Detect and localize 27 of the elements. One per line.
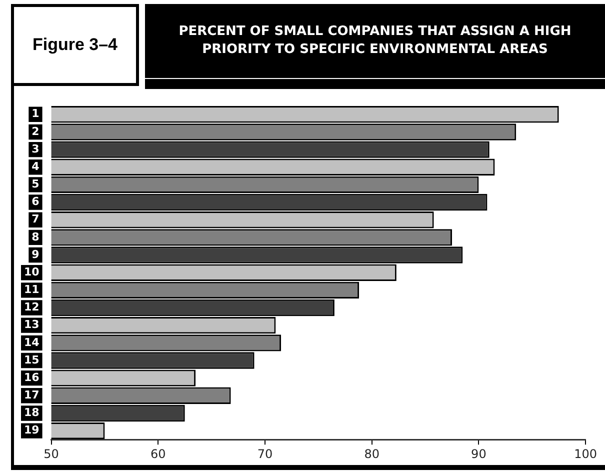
y-tick-label: 7 — [32, 212, 40, 226]
y-tick-label: 3 — [32, 142, 40, 156]
y-tick-label: 10 — [24, 265, 40, 278]
y-tick-label: 18 — [24, 406, 40, 420]
y-tick-label: 14 — [24, 336, 40, 349]
y-tick-label: 15 — [24, 353, 40, 366]
y-tick-label: 5 — [32, 178, 40, 191]
x-tick-label: 70 — [257, 446, 273, 461]
y-tick-label: 12 — [24, 300, 40, 314]
y-tick-label: 11 — [24, 283, 40, 296]
y-tick-label: 13 — [24, 318, 40, 332]
chart-title: PERCENT OF SMALL COMPANIES THAT ASSIGN A HIGH PRIORITY TO SPECIFIC ENVIRONMENTAL AREAS — [145, 4, 605, 78]
y-tick-label: 17 — [24, 388, 40, 402]
y-tick-label: 2 — [32, 124, 40, 138]
x-tick-label: 90 — [471, 446, 486, 461]
y-tick-label: 9 — [32, 248, 40, 261]
caption: Figure 3–4 — [11, 4, 139, 86]
x-tick-label: 100 — [574, 446, 597, 461]
y-tick-label: 16 — [24, 370, 40, 384]
x-tick-label: 80 — [364, 446, 380, 461]
y-tick-label: 4 — [32, 160, 40, 173]
y-tick-label: 19 — [24, 424, 40, 437]
x-tick-label: 50 — [44, 446, 59, 461]
y-tick-label: 1 — [32, 107, 40, 120]
x-tick-label: 60 — [150, 446, 166, 461]
y-tick-label: 6 — [32, 195, 40, 208]
y-tick-label: 8 — [32, 230, 40, 244]
